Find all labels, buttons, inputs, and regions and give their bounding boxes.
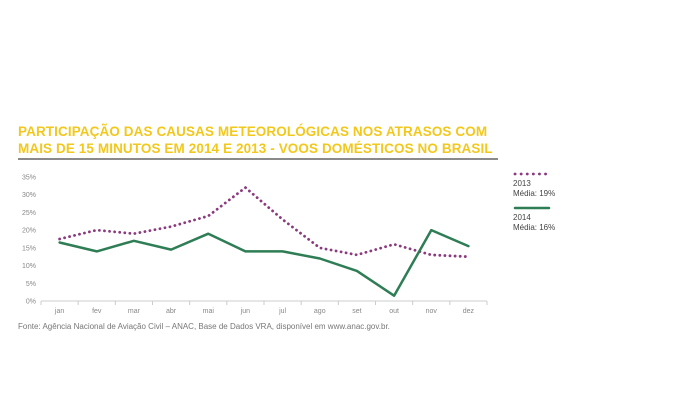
series-lines (58, 186, 470, 297)
y-tick-label: 5% (26, 281, 36, 288)
axes (40, 300, 488, 305)
legend-average-2013: Média: 19% (513, 189, 555, 198)
x-tick-label: fev (92, 308, 102, 315)
legend-label-2014: 2014 (513, 213, 531, 222)
line-chart: 35% 30% 25% 20% 15% 10% 5% 0% jan fev mar abr mai ju… (22, 172, 555, 315)
y-tick-label: 35% (22, 175, 36, 182)
x-axis-ticks: jan fev mar abr mai jun jul ago set out nov dez (54, 308, 475, 315)
title-underline (18, 158, 498, 160)
legend-average-2014: Média: 16% (513, 223, 555, 232)
x-tick-label: jun (240, 308, 250, 315)
source-note: Fonte: Agência Nacional de Aviação Civil… (18, 322, 390, 331)
x-tick-label: mar (128, 308, 141, 315)
legend-label-2013: 2013 (513, 179, 531, 188)
x-tick-label: abr (166, 308, 177, 315)
y-tick-label: 25% (22, 210, 36, 217)
x-tick-label: jan (54, 308, 64, 315)
legend: 2013 Média: 19% 2014 Média: 16% (513, 172, 555, 232)
chart-title-line-2: MAIS DE 15 MINUTOS EM 2014 E 2013 - VOOS… (18, 141, 493, 156)
x-tick-label: dez (463, 308, 475, 315)
y-tick-label: 20% (22, 228, 36, 235)
y-axis-ticks: 35% 30% 25% 20% 15% 10% 5% 0% (22, 175, 36, 306)
x-tick-label: set (352, 308, 361, 315)
x-tick-label: nov (426, 308, 438, 315)
y-tick-label: 30% (22, 192, 36, 199)
x-tick-label: jul (278, 308, 286, 315)
y-tick-label: 15% (22, 245, 36, 252)
y-tick-label: 0% (26, 299, 36, 306)
series-line-2013 (58, 186, 470, 259)
series-line-2014 (58, 228, 470, 297)
y-tick-label: 10% (22, 263, 36, 270)
x-tick-label: ago (314, 308, 326, 315)
chart-title: PARTICIPAÇÃO DAS CAUSAS METEOROLÓGICAS N… (18, 123, 518, 157)
x-tick-label: out (389, 308, 399, 315)
chart-title-line-1: PARTICIPAÇÃO DAS CAUSAS METEOROLÓGICAS N… (18, 124, 488, 139)
x-tick-label: mai (203, 308, 215, 315)
